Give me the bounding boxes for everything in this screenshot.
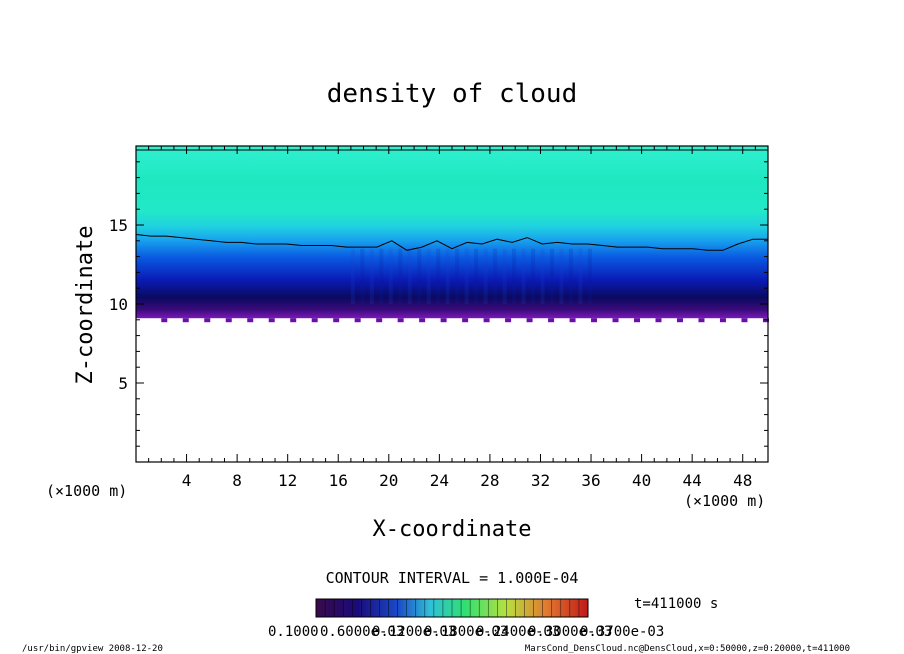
- y-axis-label: Z-coordinate: [73, 226, 98, 385]
- cloud-edge-dot: [397, 318, 404, 323]
- colorbar-label: 0.2400e-03: [476, 624, 560, 640]
- colorbar-label: 0.3000e-03: [528, 624, 612, 640]
- x-tick-label: 4: [182, 471, 192, 490]
- cloud-stripe: [521, 248, 526, 304]
- x-unit-left: (×1000 m): [46, 482, 127, 500]
- cloud-stripe: [512, 248, 517, 304]
- cloud-stripe: [388, 248, 393, 304]
- cloud-edge-dot: [569, 318, 576, 323]
- colorbar-ticks: [324, 599, 580, 617]
- x-unit-right: (×1000 m): [684, 492, 765, 510]
- colorbar-label: 0.1200e-03: [372, 624, 456, 640]
- cloud-edge-dot: [655, 318, 662, 323]
- x-tick-label: 48: [733, 471, 752, 490]
- y-axis-ticks: 5 10 15: [109, 161, 768, 447]
- cloud-edge-dot: [719, 318, 726, 323]
- cloud-bottom-edge: [161, 318, 769, 323]
- x-axis-ticks: 4 8 12 16 20 24 28 32 36 40 44 48: [148, 146, 756, 490]
- cloud-stripe: [369, 248, 374, 304]
- colorbar-label: 0.6000e-03: [320, 624, 404, 640]
- cloud-edge-dot: [440, 318, 447, 323]
- cloud-edge-dot: [698, 318, 705, 323]
- cloud-edge-dot: [247, 318, 254, 323]
- cloud-edge-dot: [311, 318, 318, 323]
- y-tick-label: 10: [109, 295, 128, 314]
- colorbar-labels: 0.1000 0.6000e-030.1200e-030.1800e-030.24…: [268, 624, 664, 640]
- x-axis-label: X-coordinate: [373, 517, 532, 542]
- cloud-stripe: [493, 248, 498, 304]
- y-tick-label: 5: [118, 374, 128, 393]
- cloud-stripe: [398, 248, 403, 304]
- cloud-edge-dot: [741, 318, 748, 323]
- footer-right: MarsCond_DensCloud.nc@DensCloud,x=0:5000…: [525, 644, 850, 654]
- x-tick-label: 44: [683, 471, 702, 490]
- colorbar-label: 0.1000: [268, 624, 319, 640]
- x-tick-label: 16: [329, 471, 348, 490]
- cloud-stripe: [379, 248, 384, 304]
- x-tick-label: 32: [531, 471, 550, 490]
- x-tick-label: 28: [480, 471, 499, 490]
- cloud-stripe: [407, 248, 412, 304]
- cloud-edge-dot: [268, 318, 275, 323]
- cloud-stripe: [531, 248, 536, 304]
- contour-line: [135, 234, 768, 251]
- cloud-edge-dot: [182, 318, 189, 323]
- footer-left: /usr/bin/gpview 2008-12-20: [22, 644, 163, 654]
- cloud-stripe: [578, 248, 583, 304]
- cloud-stripe: [540, 248, 545, 304]
- cloud-stripe: [464, 248, 469, 304]
- cloud-edge-dot: [290, 318, 297, 323]
- cloud-stripe: [559, 248, 564, 304]
- cloud-edge-dot: [204, 318, 211, 323]
- cloud-band: [136, 146, 768, 319]
- cloud-edge-dot: [526, 318, 533, 323]
- cloud-edge-dot: [225, 318, 232, 323]
- x-tick-label: 8: [232, 471, 242, 490]
- cloud-stripe: [436, 248, 441, 304]
- x-tick-label: 36: [581, 471, 600, 490]
- x-tick-label: 12: [278, 471, 297, 490]
- cloud-stripe: [549, 248, 555, 304]
- cloud-vertical-stripes: [350, 248, 592, 304]
- cloud-stripe: [568, 248, 573, 304]
- cloud-edge-dot: [612, 318, 619, 323]
- cloud-stripe: [455, 248, 460, 304]
- cloud-stripe: [426, 248, 431, 304]
- cloud-stripe: [587, 248, 592, 304]
- cloud-stripe: [445, 248, 450, 304]
- cloud-edge-dot: [354, 318, 361, 323]
- y-tick-label: 15: [109, 216, 128, 235]
- cloud-stripe: [350, 248, 355, 304]
- cloud-stripe: [474, 248, 479, 304]
- cloud-stripe: [502, 248, 507, 304]
- cloud-edge-dot: [505, 318, 512, 323]
- x-tick-label: 20: [379, 471, 398, 490]
- colorbar-label: 0.3700e-03: [580, 624, 664, 640]
- cloud-edge-dot: [161, 318, 168, 323]
- x-tick-label: 24: [430, 471, 449, 490]
- cloud-stripe: [417, 248, 422, 304]
- cloud-stripe: [483, 248, 488, 304]
- time-label: t=411000 s: [634, 596, 718, 612]
- cloud-edge-dot: [548, 318, 555, 323]
- colorbar-label: 0.1800e-03: [424, 624, 508, 640]
- cloud-edge-dot: [462, 318, 469, 323]
- cloud-edge-dot: [376, 318, 383, 323]
- x-tick-label: 40: [632, 471, 651, 490]
- cloud-edge-dot: [483, 318, 490, 323]
- cloud-edge-dot: [634, 318, 641, 323]
- cloud-edge-dot: [419, 318, 426, 323]
- cloud-stripe: [360, 248, 365, 304]
- contour-interval: CONTOUR INTERVAL = 1.000E-04: [326, 569, 579, 587]
- cloud-edge-dot: [591, 318, 598, 323]
- cloud-edge-dot: [333, 318, 340, 323]
- cloud-edge-dot: [676, 318, 683, 323]
- chart-title: density of cloud: [327, 79, 577, 109]
